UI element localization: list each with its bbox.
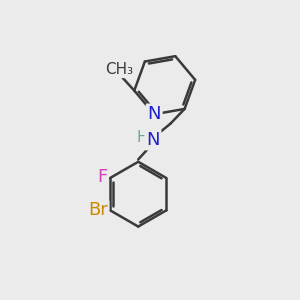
Text: N: N (147, 105, 161, 123)
Text: N: N (146, 131, 160, 149)
Text: CH₃: CH₃ (106, 61, 134, 76)
Text: H: H (136, 130, 148, 145)
Text: Br: Br (88, 201, 108, 219)
Text: F: F (97, 167, 107, 185)
